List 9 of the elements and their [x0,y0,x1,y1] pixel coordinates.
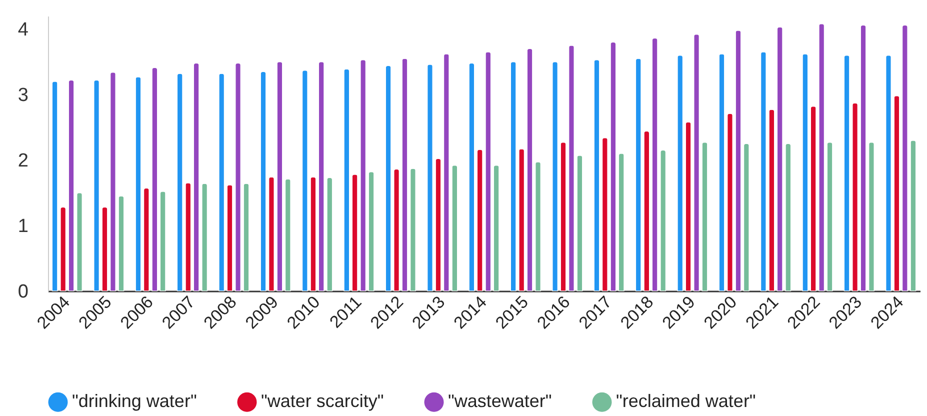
y-tick-label: 2 [18,150,28,172]
legend-label: "wastewater" [448,391,552,412]
y-tick-label: 3 [18,85,28,106]
legend-label: "reclaimed water" [616,391,756,412]
y-tick-label: 0 [18,282,28,302]
legend-label: "water scarcity" [261,391,384,412]
y-tick-label: 4 [18,20,29,41]
legend-label: "drinking water" [72,391,197,412]
y-tick-label: 1 [18,216,28,238]
